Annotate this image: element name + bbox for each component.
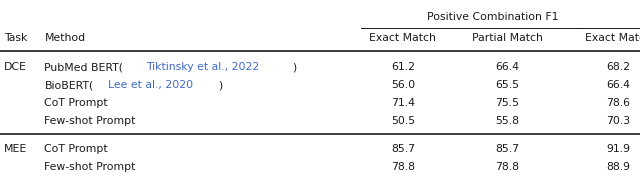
Text: Partial Match: Partial Match — [472, 33, 542, 43]
Text: 70.3: 70.3 — [606, 116, 630, 126]
Text: ): ) — [218, 80, 222, 90]
Text: 71.4: 71.4 — [391, 98, 415, 108]
Text: Exact Match: Exact Match — [369, 33, 436, 43]
Text: 78.8: 78.8 — [495, 162, 519, 172]
Text: 61.2: 61.2 — [391, 62, 415, 72]
Text: 78.6: 78.6 — [606, 98, 630, 108]
Text: BioBERT(: BioBERT( — [44, 80, 93, 90]
Text: 50.5: 50.5 — [390, 116, 415, 126]
Text: 75.5: 75.5 — [495, 98, 519, 108]
Text: 56.0: 56.0 — [390, 80, 415, 90]
Text: 66.4: 66.4 — [606, 80, 630, 90]
Text: 68.2: 68.2 — [606, 62, 630, 72]
Text: 78.8: 78.8 — [391, 162, 415, 172]
Text: Few-shot Prompt: Few-shot Prompt — [44, 162, 136, 172]
Text: 55.8: 55.8 — [495, 116, 519, 126]
Text: Exact Match: Exact Match — [584, 33, 640, 43]
Text: 88.9: 88.9 — [606, 162, 630, 172]
Text: 66.4: 66.4 — [495, 62, 519, 72]
Text: ): ) — [292, 62, 296, 72]
Text: Task: Task — [4, 33, 28, 43]
Text: DCE: DCE — [4, 62, 27, 72]
Text: MEE: MEE — [4, 144, 28, 154]
Text: 65.5: 65.5 — [495, 80, 519, 90]
Text: CoT Prompt: CoT Prompt — [44, 144, 108, 154]
Text: Few-shot Prompt: Few-shot Prompt — [44, 116, 136, 126]
Text: CoT Prompt: CoT Prompt — [44, 98, 108, 108]
Text: Positive Combination F1: Positive Combination F1 — [428, 12, 559, 22]
Text: Method: Method — [44, 33, 86, 43]
Text: PubMed BERT(: PubMed BERT( — [44, 62, 124, 72]
Text: 85.7: 85.7 — [495, 144, 519, 154]
Text: 91.9: 91.9 — [606, 144, 630, 154]
Text: 85.7: 85.7 — [391, 144, 415, 154]
Text: Lee et al., 2020: Lee et al., 2020 — [108, 80, 193, 90]
Text: Tiktinsky et al., 2022: Tiktinsky et al., 2022 — [146, 62, 259, 72]
